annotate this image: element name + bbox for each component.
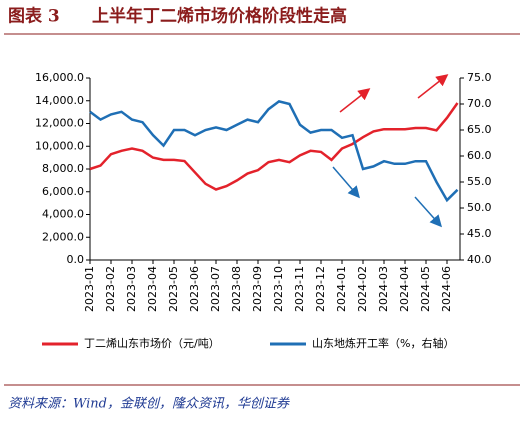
y-tick-label: 6,000.0 bbox=[42, 185, 84, 198]
y-tick-label: 0.0 bbox=[67, 253, 85, 266]
x-tick-label: 2023-12 bbox=[314, 266, 327, 312]
y2-tick-label: 50.0 bbox=[467, 201, 492, 214]
x-tick-label: 2024-03 bbox=[377, 266, 390, 312]
series-line bbox=[89, 102, 459, 191]
y2-tick-label: 40.0 bbox=[467, 253, 492, 266]
x-tick-label: 2023-10 bbox=[272, 266, 285, 312]
figure-label: 图表 3 bbox=[8, 6, 60, 27]
x-tick-label: 2023-06 bbox=[188, 266, 201, 312]
y-tick-label: 4,000.0 bbox=[42, 208, 84, 221]
y-tick-label: 14,000.0 bbox=[35, 94, 84, 107]
y2-tick-label: 70.0 bbox=[467, 97, 492, 110]
y2-tick-label: 65.0 bbox=[467, 123, 492, 136]
x-tick-label: 2023-05 bbox=[167, 266, 180, 312]
y-tick-label: 8,000.0 bbox=[42, 162, 84, 175]
legend-label: 山东地炼开工率（%，右轴） bbox=[312, 336, 454, 350]
trend-arrow bbox=[417, 74, 449, 99]
x-tick-label: 2023-02 bbox=[104, 266, 117, 312]
x-tick-label: 2023-04 bbox=[146, 266, 159, 312]
y2-tick-label: 75.0 bbox=[467, 71, 492, 84]
x-tick-label: 2023-11 bbox=[293, 266, 306, 312]
x-tick-label: 2023-09 bbox=[251, 266, 264, 312]
series-line bbox=[89, 100, 459, 203]
x-tick-label: 2023-07 bbox=[209, 266, 222, 312]
chart-title: 上半年丁二烯市场价格阶段性走高 bbox=[92, 6, 347, 27]
source: 资料来源：Wind，金联创，隆众资讯，华创证券 bbox=[8, 396, 290, 412]
trend-arrow bbox=[339, 88, 371, 113]
x-tick-label: 2024-02 bbox=[356, 266, 369, 312]
legend-label: 丁二烯山东市场价（元/吨） bbox=[84, 336, 220, 350]
y-tick-label: 12,000.0 bbox=[35, 117, 84, 130]
y2-tick-label: 55.0 bbox=[467, 175, 492, 188]
trend-arrow bbox=[332, 166, 360, 199]
x-tick-label: 2024-06 bbox=[440, 266, 453, 312]
trend-arrow bbox=[414, 196, 442, 228]
x-tick-label: 2024-01 bbox=[335, 266, 348, 312]
x-tick-label: 2023-08 bbox=[230, 266, 243, 312]
x-tick-label: 2023-01 bbox=[83, 266, 96, 312]
x-tick-label: 2024-05 bbox=[419, 266, 432, 312]
y2-tick-label: 60.0 bbox=[467, 149, 492, 162]
y2-tick-label: 45.0 bbox=[467, 227, 492, 240]
x-tick-label: 2024-04 bbox=[398, 266, 411, 312]
y-tick-label: 2,000.0 bbox=[42, 230, 84, 243]
y-tick-label: 16,000.0 bbox=[35, 71, 84, 84]
x-tick-label: 2023-03 bbox=[125, 266, 138, 312]
y-tick-label: 10,000.0 bbox=[35, 139, 84, 152]
